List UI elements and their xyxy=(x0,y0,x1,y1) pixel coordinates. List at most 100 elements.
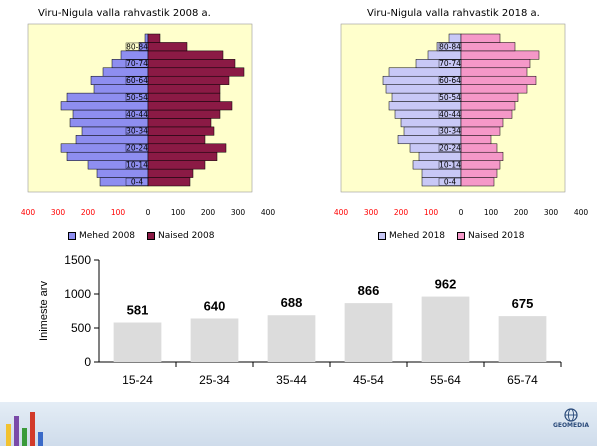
bar-ytick-label: 0 xyxy=(84,355,91,369)
pyramid-2008-female-bar xyxy=(147,84,221,94)
pyramid-2008-age-label: 0-4 xyxy=(131,177,143,186)
bar-data-label: 675 xyxy=(512,296,534,311)
geomedia-logo: GEOMEDIA xyxy=(553,408,589,429)
legend-swatch-male-2018 xyxy=(378,232,386,240)
bar-data-label: 640 xyxy=(204,298,226,313)
pyramid-2008-age-label: 30-34 xyxy=(126,127,148,136)
legend-item-female-2018: Naised 2018 xyxy=(457,231,524,241)
legend-item-male-2018: Mehed 2018 xyxy=(378,231,445,241)
pyramid-2008-age-label: 10-14 xyxy=(126,161,148,170)
legend-label-female-2008: Naised 2008 xyxy=(158,231,215,241)
pyramid-2008-male-bar xyxy=(66,151,149,161)
pyramid-2018-xtick-label: 0 xyxy=(459,208,464,217)
geomedia-logo-text: GEOMEDIA xyxy=(552,422,589,429)
pyramid-2008-male-bar xyxy=(102,67,149,77)
pyramid-2018-title: Viru-Nigula valla rahvastik 2018 a. xyxy=(367,8,540,19)
pyramid-2018-xtick-label: 400 xyxy=(574,208,589,217)
pyramid-2018-female-bar xyxy=(460,84,528,94)
legend-swatch-female-2008 xyxy=(147,232,156,240)
pyramid-2008-age-label-box xyxy=(125,93,149,102)
deco-bar-red xyxy=(30,412,35,446)
pyramid-2008-female-bar xyxy=(147,151,218,161)
bar-xtick-label: 45-54 xyxy=(353,373,384,387)
pyramid-2008-xtick-label: 400 xyxy=(261,208,276,217)
age-bar-panel: Inimeste arv 0 500 1000 1500 581 15-24 640 25-34… xyxy=(33,250,575,402)
pyramid-2018-age-label: 10-14 xyxy=(439,161,461,170)
legend-label-male-2008: Mehed 2008 xyxy=(79,231,136,241)
pyramid-2018-age-label-box xyxy=(438,93,462,102)
pyramid-2008-age-label-box xyxy=(125,59,149,68)
pyramid-2018-age-label: 60-64 xyxy=(439,76,461,85)
pyramid-2018-male-bar xyxy=(427,50,462,60)
pyramid-2018-age-label-box xyxy=(438,59,462,68)
pyramid-2018-xtick-label: 100 xyxy=(484,208,499,217)
pyramid-2018-age-label-box xyxy=(438,177,462,186)
pyramid-2018-xtick-label: 300 xyxy=(364,208,379,217)
pyramid-2008-female-bar xyxy=(147,67,245,77)
pyramid-2018-xtick-label: 200 xyxy=(394,208,409,217)
legend-item-male-2008: Mehed 2008 xyxy=(68,231,135,241)
pyramid-2008-age-label-box xyxy=(125,127,149,136)
pyramid-2008-xtick-label: 400 xyxy=(21,208,36,217)
pyramid-2008-title: Viru-Nigula valla rahvastik 2008 a. xyxy=(38,8,211,19)
bar-65-74 xyxy=(498,316,547,362)
bar-data-label: 866 xyxy=(358,283,380,298)
pyramid-2018-female-bar xyxy=(460,59,531,69)
legend-swatch-male-2008 xyxy=(68,232,76,240)
pyramid-2008-xtick-label: 100 xyxy=(171,208,186,217)
pyramid-2008-male-bar xyxy=(96,168,149,178)
pyramid-2008-age-label: 80-84 xyxy=(126,42,148,51)
pyramid-2008-age-label-box xyxy=(125,42,149,51)
pyramid-2008-age-label: 20-24 xyxy=(126,144,148,153)
pyramid-2018-female-bar xyxy=(460,33,501,43)
globe-icon xyxy=(564,408,578,422)
pyramid-2018-xtick-label: 200 xyxy=(514,208,529,217)
bar-45-54 xyxy=(344,303,393,362)
pyramid-2018-male-bar xyxy=(397,135,462,145)
pyramid-2008-age-label-box xyxy=(125,177,149,186)
pyramid-2018-female-bar xyxy=(460,135,492,145)
pyramid-2018-female-bar xyxy=(460,160,501,170)
pyramid-2018-xtick-label: 300 xyxy=(544,208,559,217)
bar-xtick-label: 15-24 xyxy=(122,373,153,387)
pyramid-2018-chart: 0-4 10-14 20-24 30-34 40-44 50-54 60-64 70-74 80… xyxy=(333,20,593,225)
pyramid-2018-age-label-box xyxy=(438,42,462,51)
pyramid-2018-age-label: 0-4 xyxy=(444,177,456,186)
legend-label-male-2018: Mehed 2018 xyxy=(389,231,446,241)
pyramid-2008-xtick-label: 200 xyxy=(201,208,216,217)
pyramid-2008-age-label-box xyxy=(125,144,149,152)
pyramid-2008-xtick-label: 300 xyxy=(231,208,246,217)
pyramid-2018-age-label: 40-44 xyxy=(439,110,461,119)
bar-55-64 xyxy=(421,296,470,362)
bar-35-44 xyxy=(267,315,316,362)
bar-ytick-label: 1500 xyxy=(64,253,91,267)
pyramid-2008-xtick-label: 0 xyxy=(146,208,151,217)
pyramid-2018-male-bar xyxy=(421,168,462,178)
pyramid-2018-female-bar xyxy=(460,143,498,153)
decorative-bars-graphic xyxy=(6,412,43,446)
pyramid-2008-legend: Mehed 2008 Naised 2008 xyxy=(68,231,214,241)
pyramid-2008-male-bar xyxy=(69,118,149,128)
pyramid-2008-female-bar xyxy=(147,126,215,136)
bar-15-24 xyxy=(113,322,162,362)
pyramid-2008-female-bar xyxy=(147,42,188,52)
pyramid-2008-xtick-label: 100 xyxy=(111,208,126,217)
bar-data-label: 581 xyxy=(127,302,149,317)
footer-band xyxy=(0,402,597,446)
pyramid-2018-female-bar xyxy=(460,67,528,77)
legend-item-female-2008: Naised 2008 xyxy=(147,231,214,241)
pyramid-2008-female-bar xyxy=(147,177,191,187)
pyramid-2018-female-bar xyxy=(460,177,495,187)
pyramid-2018-age-label-box xyxy=(438,76,462,85)
pyramid-2008-female-bar xyxy=(147,75,230,85)
pyramid-2018-age-label-box xyxy=(438,160,462,169)
pyramid-2018-female-bar xyxy=(460,92,519,102)
pyramid-2008-xtick-label: 200 xyxy=(81,208,96,217)
pyramid-2008-male-bar xyxy=(60,101,149,111)
pyramid-2008-age-label-box xyxy=(125,110,149,119)
deco-bar-yellow xyxy=(6,424,11,446)
pyramid-2008-female-bar xyxy=(147,135,206,145)
pyramid-2008-age-label-box xyxy=(125,76,149,85)
pyramid-2018-female-bar xyxy=(460,109,513,119)
